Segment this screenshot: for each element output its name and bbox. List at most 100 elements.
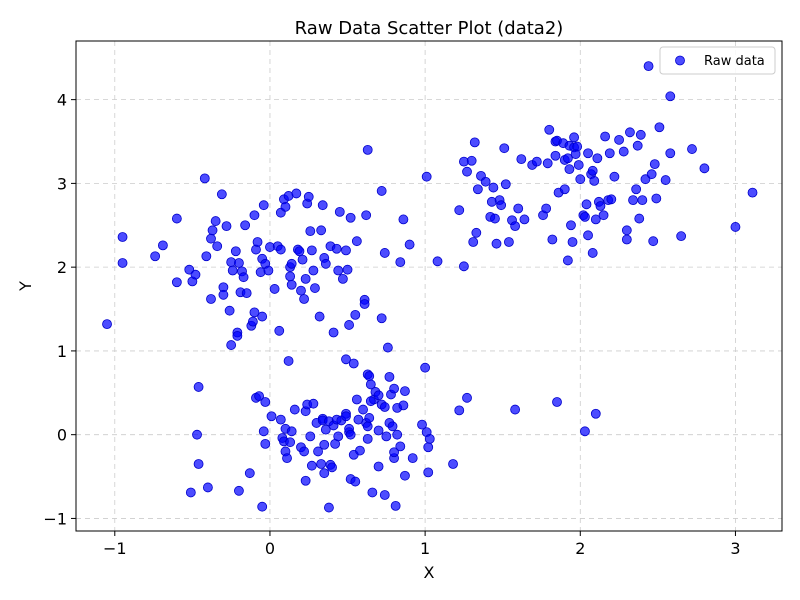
data-point: [660, 175, 671, 185]
x-axis-ticks: −1 0 1 2 3: [103, 531, 741, 558]
y-tick-label: 3: [57, 174, 67, 193]
data-point: [286, 426, 297, 437]
data-point: [592, 153, 603, 164]
x-axis-label: X: [424, 563, 435, 582]
data-point: [643, 61, 654, 72]
data-point: [316, 225, 327, 236]
x-tick-label: 0: [265, 539, 275, 558]
data-point: [291, 188, 302, 199]
data-point: [417, 419, 427, 430]
data-point: [469, 137, 480, 148]
data-point: [257, 311, 268, 322]
data-point: [606, 194, 617, 205]
data-point: [342, 264, 353, 275]
data-point: [421, 171, 432, 182]
data-point: [317, 200, 328, 211]
data-point: [303, 191, 314, 202]
data-point: [404, 239, 415, 250]
data-point: [275, 414, 286, 425]
data-point: [226, 340, 237, 350]
y-axis-label: Y: [16, 281, 35, 292]
data-point: [362, 421, 373, 432]
data-point: [365, 396, 376, 407]
data-point: [550, 150, 561, 161]
data-point: [157, 240, 168, 251]
data-point: [117, 232, 128, 242]
data-point: [381, 431, 392, 442]
data-point: [573, 160, 584, 170]
data-point: [462, 166, 472, 177]
data-point: [319, 468, 330, 479]
data-point: [252, 237, 263, 247]
data-point: [547, 234, 558, 245]
data-point: [423, 442, 434, 453]
data-point: [382, 342, 393, 353]
data-point: [389, 383, 399, 394]
data-point: [398, 400, 409, 411]
data-point: [221, 221, 232, 232]
data-point: [496, 200, 507, 211]
data-point: [364, 371, 375, 381]
data-point: [350, 476, 361, 487]
data-point: [314, 311, 325, 322]
data-point: [424, 433, 435, 444]
data-point: [552, 397, 562, 407]
data-point: [192, 429, 202, 440]
data-point: [361, 210, 372, 221]
data-point: [569, 132, 579, 143]
data-point: [193, 382, 204, 392]
y-tick-label: 4: [57, 91, 67, 110]
data-point: [665, 148, 676, 159]
y-tick-label: 1: [57, 342, 67, 361]
data-point: [334, 206, 345, 217]
data-point: [316, 459, 327, 469]
y-axis-ticks: −1 0 1 2 3 4: [43, 91, 76, 528]
data-point: [201, 251, 212, 262]
data-point: [621, 234, 632, 245]
y-tick-label: 0: [57, 426, 67, 445]
data-point: [590, 408, 601, 419]
data-point: [468, 237, 479, 247]
data-point: [651, 193, 662, 204]
data-point: [216, 189, 227, 200]
data-point: [306, 245, 317, 256]
data-point: [359, 299, 370, 309]
data-point: [531, 156, 542, 167]
data-point: [510, 221, 521, 232]
data-point: [598, 210, 609, 221]
data-point: [247, 316, 258, 327]
data-point: [542, 158, 553, 169]
data-point: [583, 230, 593, 241]
chart-title: Raw Data Scatter Plot (data2): [295, 18, 564, 39]
data-point: [466, 155, 477, 166]
y-tick-label: 2: [57, 258, 67, 277]
data-point: [387, 421, 398, 432]
data-point: [348, 358, 359, 369]
data-point: [581, 199, 592, 210]
data-point: [234, 485, 244, 496]
data-point: [341, 354, 351, 365]
data-point: [499, 143, 510, 154]
data-point: [240, 220, 251, 231]
data-point: [665, 91, 676, 102]
data-point: [275, 244, 286, 255]
data-point: [285, 437, 296, 448]
data-point: [218, 289, 229, 300]
data-point: [206, 233, 216, 244]
data-point: [392, 429, 403, 440]
data-point: [260, 438, 271, 449]
data-point: [269, 284, 280, 294]
data-point: [286, 279, 297, 290]
data-point: [367, 487, 378, 498]
data-point: [395, 441, 406, 452]
data-point: [373, 390, 384, 401]
data-point: [362, 144, 373, 155]
data-point: [319, 439, 330, 450]
data-point: [224, 305, 235, 316]
data-point: [274, 325, 285, 336]
x-tick-label: 2: [575, 539, 585, 558]
data-point: [628, 195, 638, 206]
data-point: [227, 265, 238, 276]
data-point: [590, 214, 601, 225]
